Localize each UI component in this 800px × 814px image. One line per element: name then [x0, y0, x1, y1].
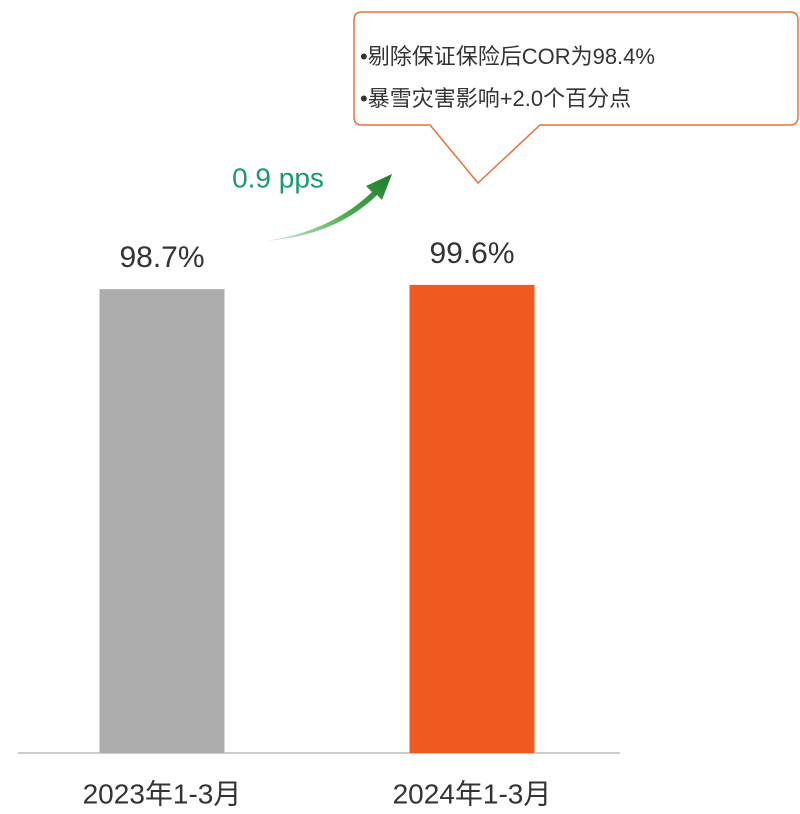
callout-note: •暴雪灾害影响+2.0个百分点: [360, 86, 631, 111]
x-tick-label: 2023年1-3月: [83, 778, 242, 809]
x-tick-label: 2024年1-3月: [393, 778, 552, 809]
callout-note: •剔除保证保险后COR为98.4%: [360, 44, 655, 69]
value-label: 98.7%: [119, 241, 204, 274]
callout-box: [353, 11, 799, 185]
value-label: 99.6%: [429, 237, 514, 270]
bar: [99, 289, 225, 753]
bar: [409, 284, 535, 753]
change-label: 0.9 pps: [232, 162, 324, 193]
change-arrow: [265, 174, 392, 241]
